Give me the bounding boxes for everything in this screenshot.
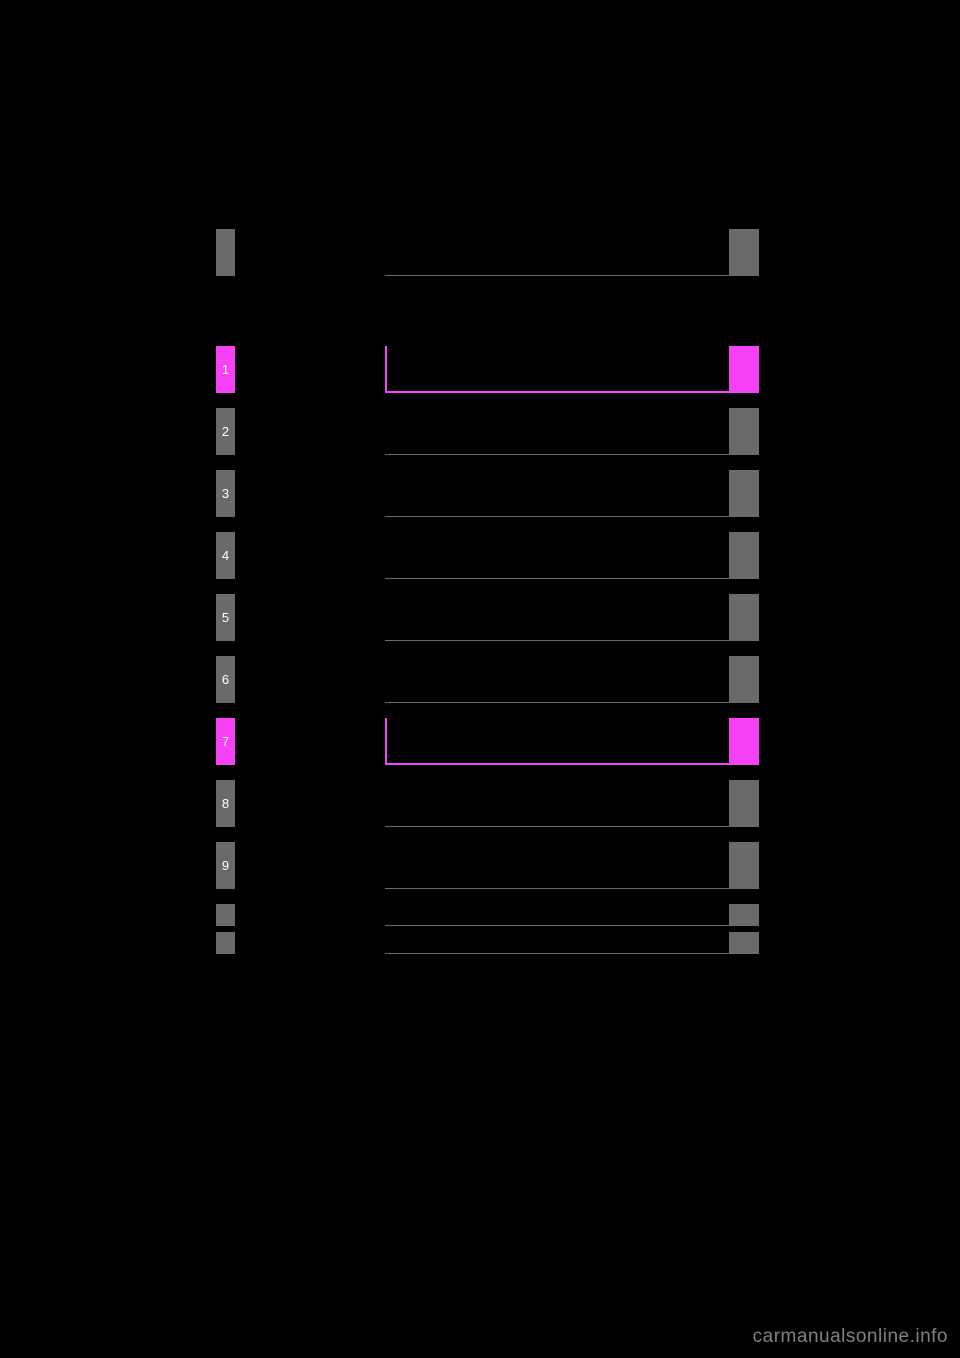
header-row <box>0 229 960 276</box>
toc-row[interactable]: 5 <box>0 594 960 641</box>
section-number-tab: 1 <box>216 346 235 393</box>
section-title-area <box>385 408 729 455</box>
section-right-tab <box>729 594 759 641</box>
section-title-area <box>385 532 729 579</box>
page: 1 2 3 4 5 6 7 8 9 carmanualsonline.info <box>0 0 960 1358</box>
section-right-tab <box>729 718 759 765</box>
section-title-area <box>385 718 729 765</box>
section-title-area <box>385 594 729 641</box>
section-number-tab: 8 <box>216 780 235 827</box>
section-right-tab <box>729 656 759 703</box>
header-left-tab <box>216 229 235 276</box>
toc-row[interactable]: 8 <box>0 780 960 827</box>
watermark-text: carmanualsonline.info <box>753 1326 948 1348</box>
section-right-tab <box>729 904 759 926</box>
section-number-tab <box>216 904 235 926</box>
section-title-area <box>385 932 729 954</box>
toc-row[interactable]: 7 <box>0 718 960 765</box>
section-right-tab <box>729 532 759 579</box>
section-title-area <box>385 904 729 926</box>
header-right-tab <box>729 229 759 276</box>
section-title-area <box>385 470 729 517</box>
section-number-tab: 4 <box>216 532 235 579</box>
section-title-area <box>385 656 729 703</box>
section-number-tab: 5 <box>216 594 235 641</box>
section-right-tab <box>729 932 759 954</box>
toc-row[interactable]: 4 <box>0 532 960 579</box>
toc-row[interactable]: 1 <box>0 346 960 393</box>
section-right-tab <box>729 780 759 827</box>
section-number-tab <box>216 932 235 954</box>
section-number-tab: 6 <box>216 656 235 703</box>
section-number-tab: 3 <box>216 470 235 517</box>
toc-row[interactable] <box>0 904 960 926</box>
toc-row[interactable]: 9 <box>0 842 960 889</box>
section-right-tab <box>729 470 759 517</box>
section-right-tab <box>729 408 759 455</box>
section-number-tab: 2 <box>216 408 235 455</box>
section-title-area <box>385 842 729 889</box>
section-number-tab: 7 <box>216 718 235 765</box>
toc-row[interactable]: 3 <box>0 470 960 517</box>
toc-row[interactable] <box>0 932 960 954</box>
section-right-tab <box>729 346 759 393</box>
section-title-area <box>385 780 729 827</box>
toc-row[interactable]: 6 <box>0 656 960 703</box>
header-body <box>385 229 729 276</box>
section-right-tab <box>729 842 759 889</box>
section-title-area <box>385 346 729 393</box>
toc-row[interactable]: 2 <box>0 408 960 455</box>
section-number-tab: 9 <box>216 842 235 889</box>
